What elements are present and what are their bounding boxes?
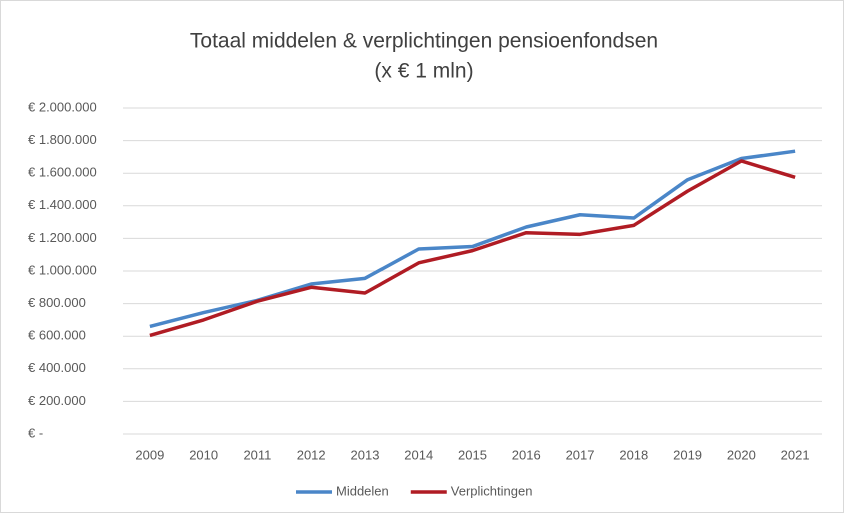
y-tick-label: € 1.400.000 <box>28 197 97 212</box>
y-tick-label: € 1.800.000 <box>28 132 97 147</box>
y-tick-label: € 2.000.000 <box>28 99 97 114</box>
chart-subtitle: (x € 1 mln) <box>374 60 473 83</box>
x-tick-label: 2013 <box>351 447 380 462</box>
legend-label: Verplichtingen <box>451 483 533 498</box>
line-series <box>149 159 796 338</box>
x-tick-label: 2016 <box>512 447 541 462</box>
x-tick-label: 2015 <box>458 447 487 462</box>
x-tick-label: 2009 <box>135 447 164 462</box>
x-tick-label: 2012 <box>297 447 326 462</box>
y-tick-label: € 1.600.000 <box>28 165 97 180</box>
x-tick-label: 2014 <box>404 447 433 462</box>
y-tick-label: € 200.000 <box>28 393 86 408</box>
x-tick-label: 2019 <box>673 447 702 462</box>
y-tick-label: € 1.200.000 <box>28 230 97 245</box>
x-tick-label: 2021 <box>781 447 810 462</box>
x-tick-label: 2011 <box>243 447 271 462</box>
x-tick-label: 2020 <box>727 447 756 462</box>
chart-title: Totaal middelen & verplichtingen pensioe… <box>190 30 658 53</box>
y-tick-label: € 400.000 <box>28 360 86 375</box>
x-tick-label: 2010 <box>189 447 218 462</box>
y-tick-label: € 600.000 <box>28 328 86 343</box>
legend-label: Middelen <box>336 483 389 498</box>
y-tick-label: € 800.000 <box>28 295 86 310</box>
y-tick-label: € - <box>28 425 43 440</box>
x-tick-label: 2017 <box>566 447 595 462</box>
y-tick-label: € 1.000.000 <box>28 262 97 277</box>
x-tick-label: 2018 <box>619 447 648 462</box>
